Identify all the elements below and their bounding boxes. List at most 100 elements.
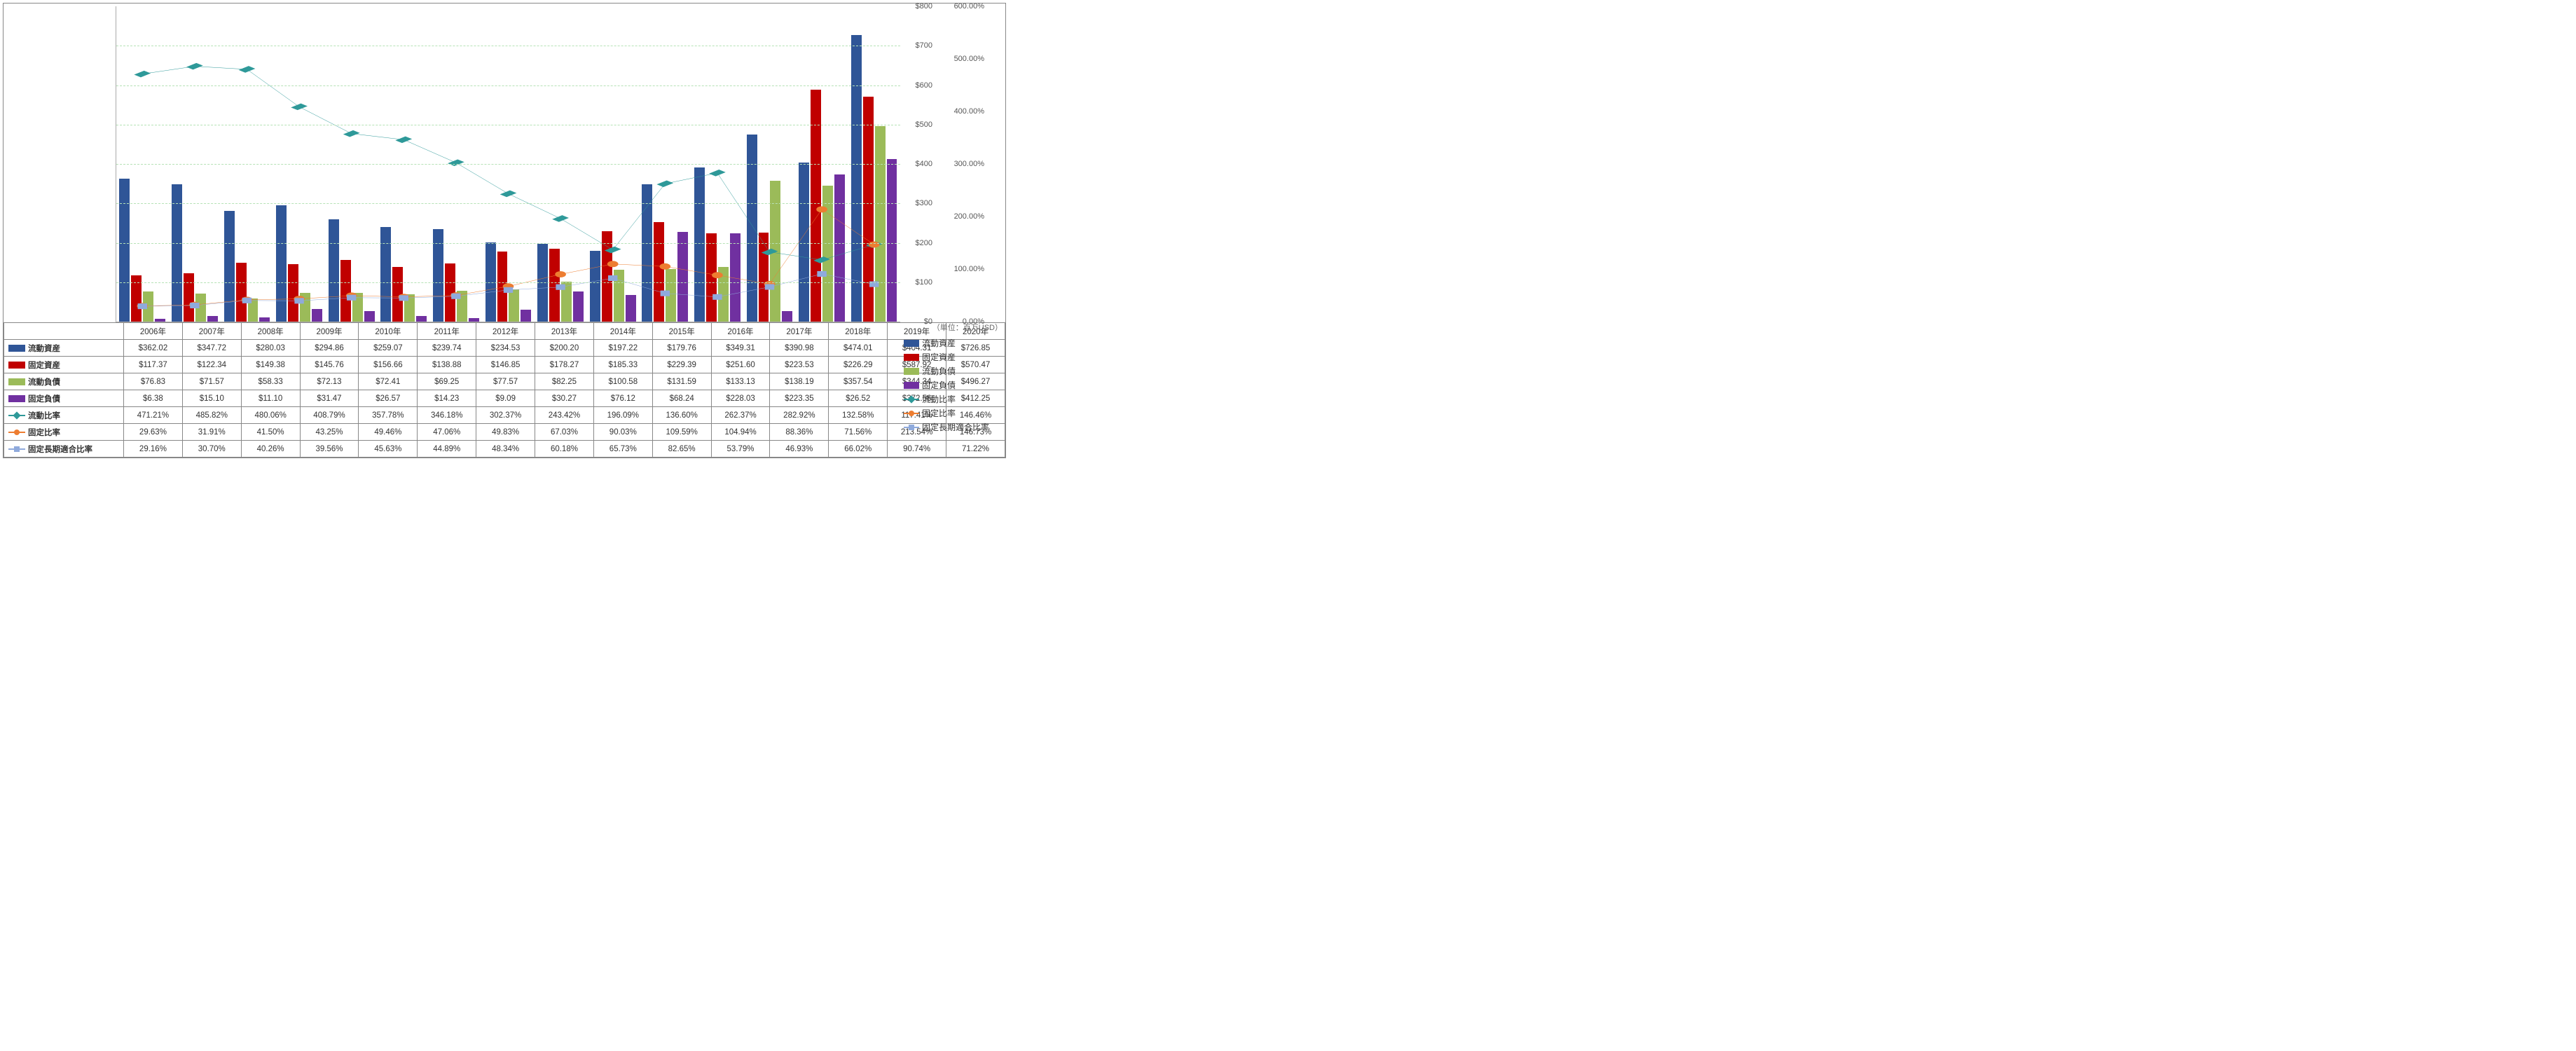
- marker-fr: [816, 206, 827, 212]
- cell: $131.59: [652, 373, 711, 390]
- cell: 71.22%: [946, 441, 1005, 458]
- category-header: 2012年: [476, 323, 535, 340]
- cell: 45.63%: [359, 441, 418, 458]
- category-header: 2007年: [182, 323, 241, 340]
- cell: $138.88: [418, 357, 476, 373]
- cell: $228.03: [711, 390, 770, 407]
- category-header: 2006年: [124, 323, 183, 340]
- marker-fr: [555, 271, 566, 277]
- marker-flr: [661, 291, 670, 296]
- plot-area: （単位：百万USD） 流動資産固定資産流動負債固定負債流動比率固定比率固定長期適…: [116, 6, 900, 322]
- cell: 31.91%: [182, 424, 241, 441]
- cell: $179.76: [652, 340, 711, 357]
- cell: $138.19: [770, 373, 829, 390]
- category-header: 2009年: [300, 323, 359, 340]
- cell: $349.31: [711, 340, 770, 357]
- cell: 357.78%: [359, 407, 418, 424]
- marker-cr: [186, 63, 203, 70]
- data-table: 2006年2007年2008年2009年2010年2011年2012年2013年…: [4, 322, 1005, 458]
- secondary-tick: 200.00%: [954, 212, 984, 221]
- marker-flr: [242, 298, 252, 303]
- legend-right: 流動資産固定資産流動負債固定負債流動比率固定比率固定長期適合比率: [904, 336, 1005, 434]
- cell: $156.66: [359, 357, 418, 373]
- financial-combo-chart: （単位：百万USD） 流動資産固定資産流動負債固定負債流動比率固定比率固定長期適…: [3, 3, 1006, 458]
- cell: $149.38: [241, 357, 300, 373]
- row-header-ca: 流動資産: [4, 340, 124, 357]
- cell: 408.79%: [300, 407, 359, 424]
- cell: $197.22: [593, 340, 652, 357]
- primary-tick: $0: [924, 317, 932, 326]
- cell: $122.34: [182, 357, 241, 373]
- cell: 109.59%: [652, 424, 711, 441]
- row-header-flr: 固定長期適合比率: [4, 441, 124, 458]
- cell: 60.18%: [535, 441, 594, 458]
- cell: $280.03: [241, 340, 300, 357]
- cell: 196.09%: [593, 407, 652, 424]
- primary-tick: $200: [916, 239, 932, 247]
- marker-cr: [552, 215, 569, 222]
- category-header: 2011年: [418, 323, 476, 340]
- cell: $223.35: [770, 390, 829, 407]
- marker-flr: [712, 294, 722, 300]
- cell: $390.98: [770, 340, 829, 357]
- cell: $145.76: [300, 357, 359, 373]
- cell: $14.23: [418, 390, 476, 407]
- primary-tick: $600: [916, 81, 932, 90]
- cell: 132.58%: [829, 407, 888, 424]
- cell: $26.52: [829, 390, 888, 407]
- cell: $77.57: [476, 373, 535, 390]
- cell: 47.06%: [418, 424, 476, 441]
- marker-cr: [239, 66, 256, 73]
- primary-tick: $700: [916, 41, 932, 50]
- cell: $234.53: [476, 340, 535, 357]
- cell: $68.24: [652, 390, 711, 407]
- cell: $9.09: [476, 390, 535, 407]
- cell: 29.63%: [124, 424, 183, 441]
- cell: 485.82%: [182, 407, 241, 424]
- marker-flr: [138, 303, 147, 309]
- marker-cr: [813, 256, 830, 263]
- marker-cr: [134, 71, 151, 78]
- cell: $357.54: [829, 373, 888, 390]
- cell: $362.02: [124, 340, 183, 357]
- cell: 136.60%: [652, 407, 711, 424]
- cell: 49.83%: [476, 424, 535, 441]
- marker-flr: [608, 275, 617, 281]
- cell: 282.92%: [770, 407, 829, 424]
- secondary-tick: 0.00%: [963, 317, 984, 326]
- marker-fr: [659, 263, 670, 270]
- marker-flr: [504, 287, 513, 293]
- row-header-fa: 固定資産: [4, 357, 124, 373]
- cell: $82.25: [535, 373, 594, 390]
- cell: 40.26%: [241, 441, 300, 458]
- marker-flr: [294, 298, 303, 303]
- cell: 39.56%: [300, 441, 359, 458]
- category-header: 2008年: [241, 323, 300, 340]
- cell: $239.74: [418, 340, 476, 357]
- category-header: 2015年: [652, 323, 711, 340]
- marker-cr: [448, 159, 464, 166]
- legend-item-fl: 固定負債: [904, 378, 1005, 392]
- cell: $226.29: [829, 357, 888, 373]
- cell: $72.41: [359, 373, 418, 390]
- cell: $72.13: [300, 373, 359, 390]
- cell: 67.03%: [535, 424, 594, 441]
- primary-tick: $500: [916, 121, 932, 129]
- marker-cr: [605, 247, 621, 254]
- cell: $133.13: [711, 373, 770, 390]
- marker-cr: [395, 137, 412, 144]
- cell: $11.10: [241, 390, 300, 407]
- secondary-tick: 300.00%: [954, 160, 984, 168]
- cell: $30.27: [535, 390, 594, 407]
- cell: $200.20: [535, 340, 594, 357]
- cell: 471.21%: [124, 407, 183, 424]
- secondary-tick: 100.00%: [954, 265, 984, 273]
- cell: 262.37%: [711, 407, 770, 424]
- cell: $6.38: [124, 390, 183, 407]
- cell: 48.34%: [476, 441, 535, 458]
- category-header: 2013年: [535, 323, 594, 340]
- secondary-tick: 500.00%: [954, 55, 984, 63]
- row-header-cr: 流動比率: [4, 407, 124, 424]
- marker-fr: [712, 272, 723, 278]
- cell: 243.42%: [535, 407, 594, 424]
